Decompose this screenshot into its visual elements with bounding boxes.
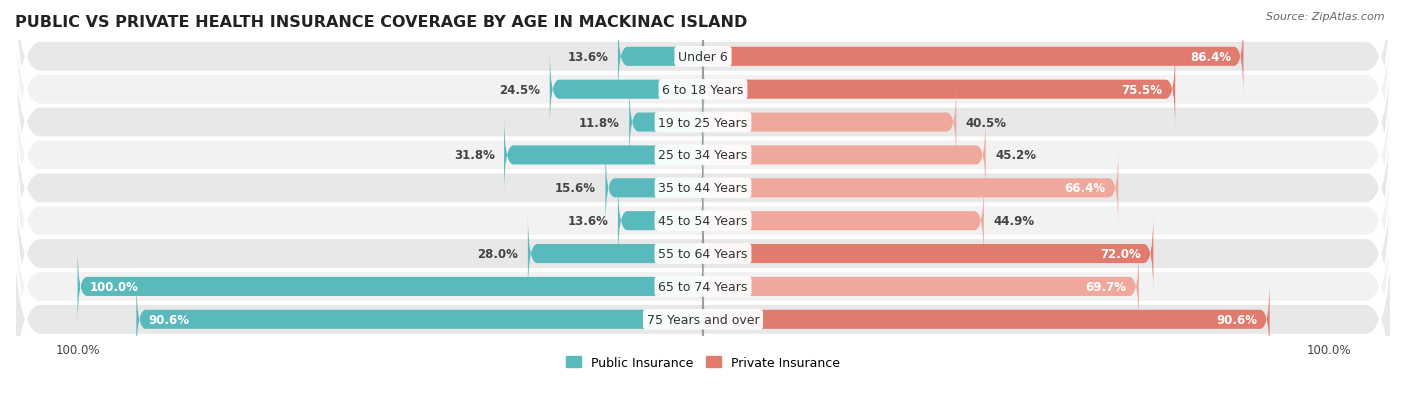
Text: 65 to 74 Years: 65 to 74 Years xyxy=(658,280,748,293)
Text: 13.6%: 13.6% xyxy=(568,215,609,228)
Text: 35 to 44 Years: 35 to 44 Years xyxy=(658,182,748,195)
FancyBboxPatch shape xyxy=(703,50,1175,130)
FancyBboxPatch shape xyxy=(527,214,703,294)
FancyBboxPatch shape xyxy=(77,247,703,326)
Legend: Public Insurance, Private Insurance: Public Insurance, Private Insurance xyxy=(561,351,845,374)
Text: 45.2%: 45.2% xyxy=(995,149,1036,162)
Text: 55 to 64 Years: 55 to 64 Years xyxy=(658,247,748,261)
Text: 69.7%: 69.7% xyxy=(1085,280,1126,293)
Text: 31.8%: 31.8% xyxy=(454,149,495,162)
FancyBboxPatch shape xyxy=(15,138,1391,370)
FancyBboxPatch shape xyxy=(606,149,703,228)
FancyBboxPatch shape xyxy=(550,50,703,130)
FancyBboxPatch shape xyxy=(15,171,1391,403)
FancyBboxPatch shape xyxy=(703,214,1153,294)
Text: 45 to 54 Years: 45 to 54 Years xyxy=(658,215,748,228)
Text: 25 to 34 Years: 25 to 34 Years xyxy=(658,149,748,162)
FancyBboxPatch shape xyxy=(505,116,703,195)
FancyBboxPatch shape xyxy=(15,73,1391,304)
Text: 75 Years and over: 75 Years and over xyxy=(647,313,759,326)
Text: 66.4%: 66.4% xyxy=(1064,182,1105,195)
Text: PUBLIC VS PRIVATE HEALTH INSURANCE COVERAGE BY AGE IN MACKINAC ISLAND: PUBLIC VS PRIVATE HEALTH INSURANCE COVER… xyxy=(15,15,748,30)
Text: 6 to 18 Years: 6 to 18 Years xyxy=(662,83,744,97)
FancyBboxPatch shape xyxy=(619,181,703,261)
FancyBboxPatch shape xyxy=(703,181,984,261)
Text: 28.0%: 28.0% xyxy=(478,247,519,261)
FancyBboxPatch shape xyxy=(703,83,956,162)
FancyBboxPatch shape xyxy=(703,149,1118,228)
Text: 13.6%: 13.6% xyxy=(568,51,609,64)
Text: Under 6: Under 6 xyxy=(678,51,728,64)
FancyBboxPatch shape xyxy=(15,204,1391,413)
FancyBboxPatch shape xyxy=(15,0,1391,173)
Text: Source: ZipAtlas.com: Source: ZipAtlas.com xyxy=(1267,12,1385,22)
Text: 90.6%: 90.6% xyxy=(1216,313,1257,326)
FancyBboxPatch shape xyxy=(703,116,986,195)
FancyBboxPatch shape xyxy=(136,280,703,359)
FancyBboxPatch shape xyxy=(630,83,703,162)
FancyBboxPatch shape xyxy=(15,40,1391,271)
FancyBboxPatch shape xyxy=(15,105,1391,337)
Text: 11.8%: 11.8% xyxy=(579,116,620,129)
FancyBboxPatch shape xyxy=(703,247,1139,326)
FancyBboxPatch shape xyxy=(619,17,703,97)
Text: 44.9%: 44.9% xyxy=(993,215,1035,228)
FancyBboxPatch shape xyxy=(15,0,1391,206)
Text: 100.0%: 100.0% xyxy=(90,280,139,293)
Text: 86.4%: 86.4% xyxy=(1189,51,1230,64)
Text: 75.5%: 75.5% xyxy=(1122,83,1163,97)
Text: 24.5%: 24.5% xyxy=(499,83,540,97)
Text: 90.6%: 90.6% xyxy=(149,313,190,326)
FancyBboxPatch shape xyxy=(703,280,1270,359)
Text: 15.6%: 15.6% xyxy=(555,182,596,195)
FancyBboxPatch shape xyxy=(703,17,1243,97)
Text: 72.0%: 72.0% xyxy=(1099,247,1140,261)
Text: 19 to 25 Years: 19 to 25 Years xyxy=(658,116,748,129)
FancyBboxPatch shape xyxy=(15,7,1391,239)
Text: 40.5%: 40.5% xyxy=(966,116,1007,129)
